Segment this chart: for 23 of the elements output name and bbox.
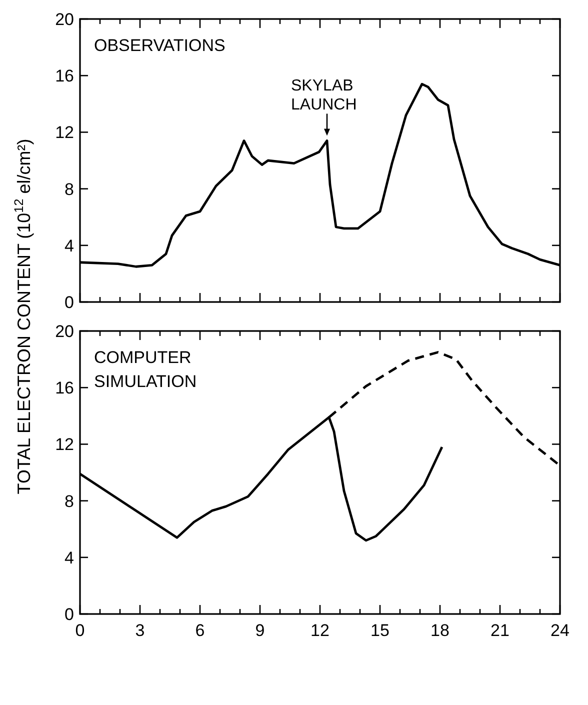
annotation: SKYLAB LAUNCH [291, 78, 357, 114]
y-tick-label: 16 [55, 66, 74, 86]
y-tick-label: 8 [64, 180, 74, 199]
y-tick-label: 0 [64, 292, 74, 312]
y-tick-label: 4 [64, 236, 74, 256]
y-tick-label: 4 [64, 548, 74, 568]
y-tick-label: 12 [55, 435, 74, 454]
y-tick-label: 0 [64, 604, 74, 624]
y-tick-label: 12 [55, 123, 74, 142]
x-tick-label: 9 [255, 621, 265, 640]
text: COMPUTER SIMULATION [94, 348, 197, 391]
text: OBSERVATIONS [94, 36, 226, 55]
x-tick-label: 24 [550, 621, 570, 640]
y-tick-label: 16 [55, 378, 74, 398]
x-tick-label: 6 [195, 621, 205, 640]
x-tick-label: 18 [430, 621, 450, 640]
x-tick-label: 3 [135, 621, 145, 640]
y-tick-label: 20 [55, 10, 74, 29]
y-tick-label: 8 [64, 492, 74, 511]
x-tick-label: 12 [310, 621, 330, 640]
x-tick-label: 15 [370, 621, 390, 640]
x-tick-label: 21 [490, 621, 510, 640]
y-tick-label: 20 [55, 322, 74, 341]
